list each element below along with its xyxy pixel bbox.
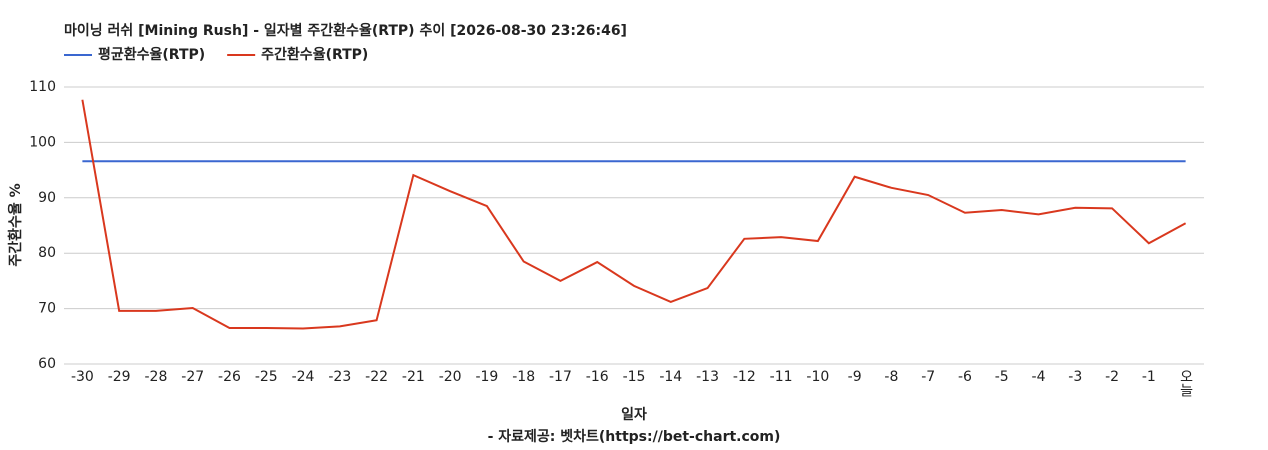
- x-axis-title: 일자: [621, 407, 647, 423]
- y-tick-label: 70: [38, 301, 56, 317]
- x-tick-label: -10: [806, 369, 829, 385]
- source-note: - 자료제공: 벳차트(https://bet-chart.com): [488, 428, 781, 445]
- y-tick-label: 110: [29, 79, 56, 95]
- x-tick-label: -23: [328, 369, 351, 385]
- x-tick-label: 오늘: [1178, 369, 1194, 397]
- x-tick-label: -22: [365, 369, 388, 385]
- x-tick-label: -5: [995, 369, 1009, 385]
- series-line: [81, 99, 1187, 330]
- x-tick-label: -4: [1032, 369, 1046, 385]
- x-tick-label: -17: [549, 369, 572, 385]
- legend-label: 평균환수율(RTP): [98, 46, 205, 63]
- y-tick-label: 90: [38, 190, 56, 206]
- x-tick-label: -12: [733, 369, 756, 385]
- x-tick-label: -6: [958, 369, 972, 385]
- x-tick-label: -1: [1142, 369, 1156, 385]
- x-tick-label: -24: [292, 369, 315, 385]
- x-tick-label: -27: [181, 369, 204, 385]
- chart-title: 마이닝 러쉬 [Mining Rush] - 일자별 주간환수율(RTP) 추이…: [64, 22, 627, 39]
- y-tick-label: 100: [29, 134, 56, 150]
- y-axis-title: 주간환수율 %: [7, 183, 24, 266]
- x-tick-label: -15: [623, 369, 646, 385]
- x-tick-label: -21: [402, 369, 425, 385]
- x-tick-label: -16: [586, 369, 609, 385]
- y-tick-label: 80: [38, 245, 56, 261]
- x-tick-label: -9: [848, 369, 862, 385]
- x-tick-label: -25: [255, 369, 278, 385]
- x-tick-label: -8: [884, 369, 898, 385]
- x-tick-label: -20: [439, 369, 462, 385]
- legend-label: 주간환수율(RTP): [261, 46, 368, 63]
- x-tick-label: -7: [921, 369, 935, 385]
- x-tick-label: -11: [770, 369, 793, 385]
- x-tick-label: -18: [512, 369, 535, 385]
- x-tick-label: -26: [218, 369, 241, 385]
- x-tick-label: -3: [1068, 369, 1082, 385]
- x-tick-label: -14: [659, 369, 682, 385]
- y-tick-label: 60: [38, 356, 56, 372]
- x-tick-label: -2: [1105, 369, 1119, 385]
- x-tick-label: -19: [475, 369, 498, 385]
- x-tick-label: -30: [71, 369, 94, 385]
- x-tick-label: -13: [696, 369, 719, 385]
- x-tick-label: -29: [108, 369, 131, 385]
- x-tick-label: -28: [144, 369, 167, 385]
